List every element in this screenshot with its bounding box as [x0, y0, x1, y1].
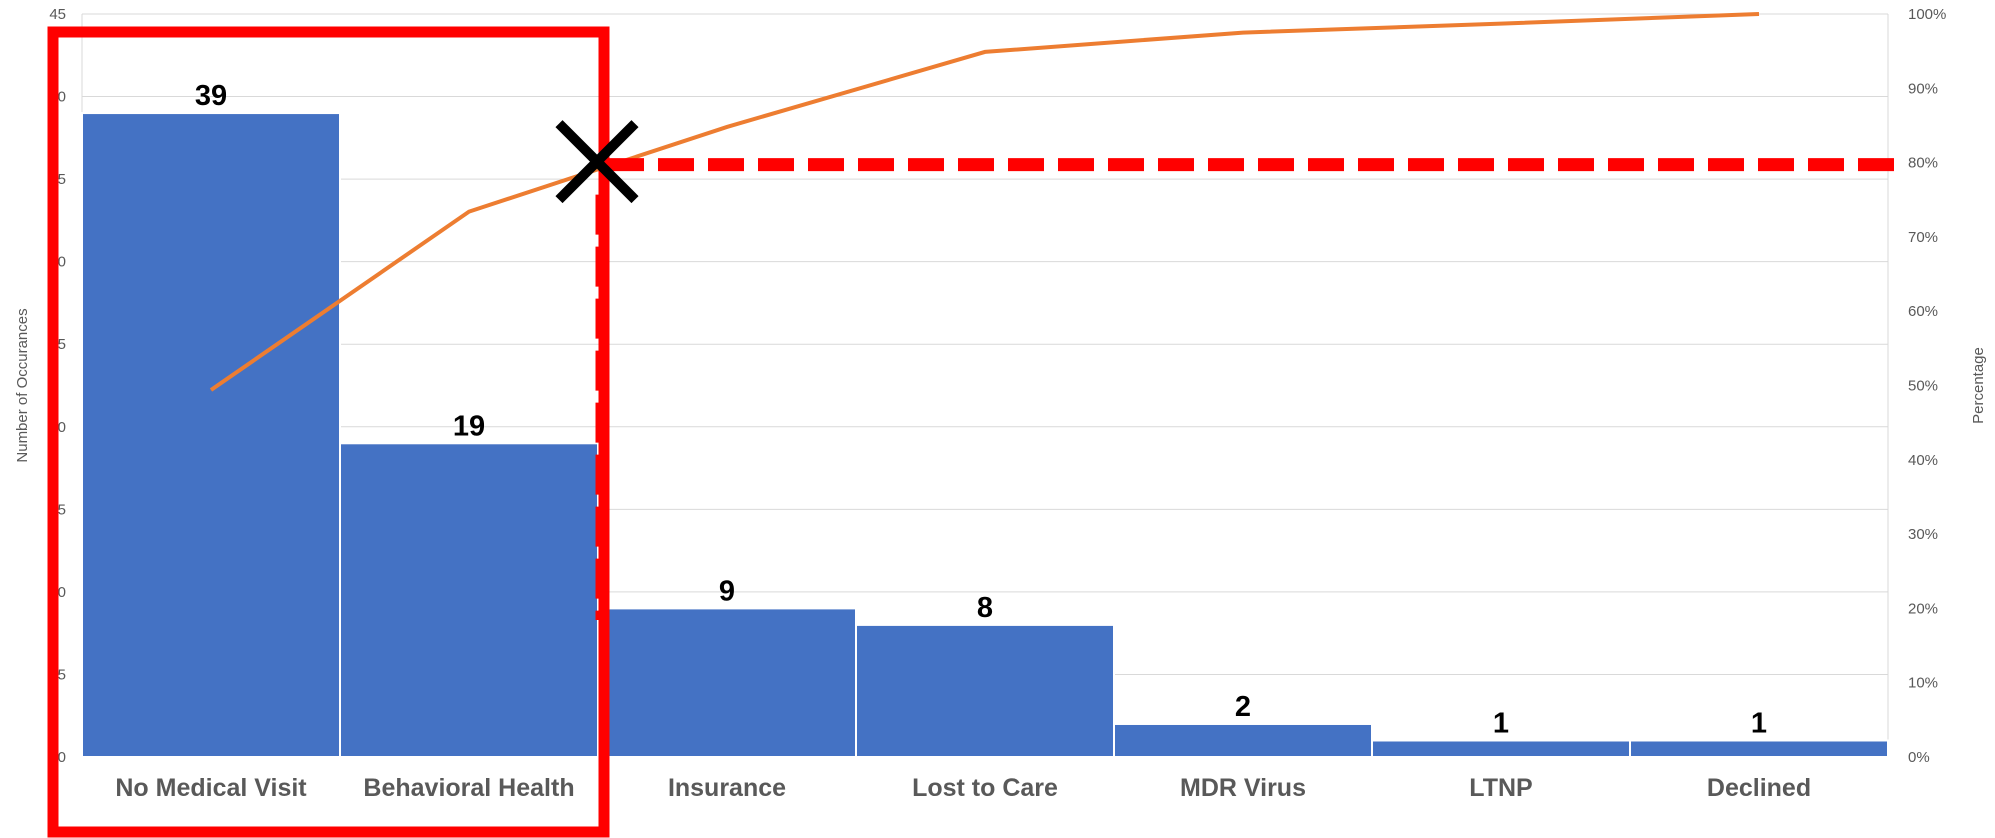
y2-axis-title: Percentage [1970, 347, 1987, 424]
y-tick-label: 45 [49, 6, 66, 23]
bar-value-label: 1 [1751, 707, 1767, 739]
cumulative-percentage-line [209, 12, 1760, 392]
y2-tick-label: 20% [1908, 600, 1938, 617]
bar-value-label: 2 [1235, 691, 1251, 723]
bar-value-label: 8 [977, 592, 993, 624]
y2-tick-label: 10% [1908, 675, 1938, 692]
y2-tick-label: 100% [1908, 6, 1946, 23]
bar [1629, 739, 1889, 759]
bar [855, 623, 1115, 759]
bar-value-label: 39 [195, 80, 227, 112]
bar [81, 112, 341, 759]
y2-tick-label: 70% [1908, 229, 1938, 246]
bar [1113, 722, 1373, 759]
intersection-cross-marker [555, 120, 639, 204]
y-axis-title: Number of Occurances [14, 308, 31, 462]
y2-tick-label: 30% [1908, 526, 1938, 543]
annotations [47, 26, 1898, 838]
bar [1371, 739, 1631, 759]
y2-tick-label: 80% [1908, 155, 1938, 172]
category-label: Behavioral Health [363, 774, 574, 802]
y-tick-label: 5 [58, 666, 66, 683]
category-label: No Medical Visit [115, 774, 307, 802]
bar [339, 442, 599, 758]
y2-tick-label: 90% [1908, 80, 1938, 97]
y-tick-label: 0 [58, 749, 66, 766]
category-label: MDR Virus [1180, 774, 1306, 802]
y2-tick-label: 40% [1908, 452, 1938, 469]
category-label: LTNP [1469, 774, 1532, 802]
y2-tick-label: 50% [1908, 378, 1938, 395]
bar-value-label: 19 [453, 410, 485, 442]
y2-tick-label: 0% [1908, 749, 1930, 766]
data-labels: 39 No Medical Visit 19 Behavioral Health 9 In… [115, 80, 1811, 802]
bar-value-label: 1 [1493, 707, 1509, 739]
bar [597, 607, 857, 759]
category-label: Lost to Care [912, 774, 1058, 802]
cross-stroke [555, 120, 639, 204]
y2-tick-label: 60% [1908, 303, 1938, 320]
category-label: Declined [1707, 774, 1811, 802]
cumulative-line [209, 12, 1760, 392]
bars [81, 112, 1889, 759]
category-label: Insurance [668, 774, 786, 802]
bar-value-label: 9 [719, 575, 735, 607]
